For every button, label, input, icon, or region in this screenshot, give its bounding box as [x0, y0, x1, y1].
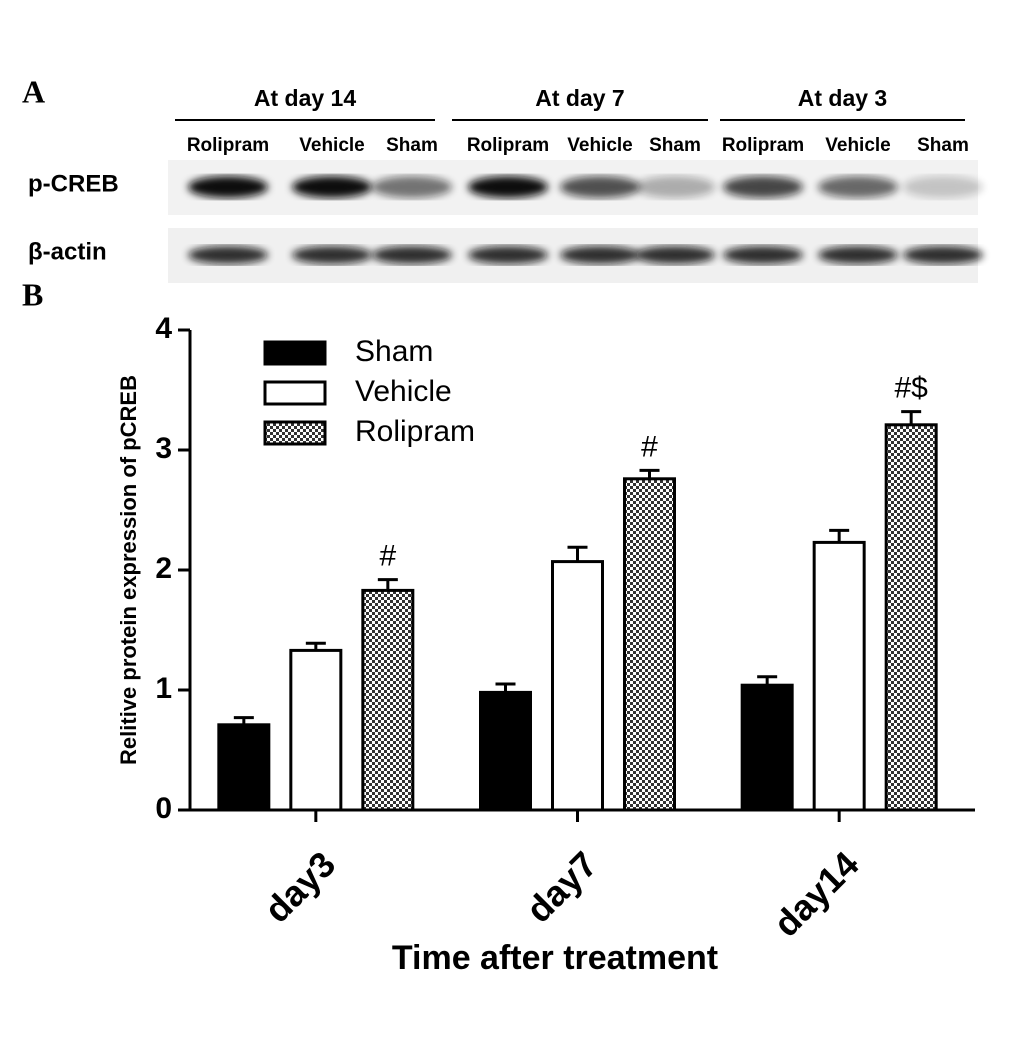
y-tick-label: 1: [155, 672, 172, 705]
band: [560, 176, 640, 198]
lane-label: Sham: [649, 135, 701, 156]
group-title: At day 14: [254, 85, 356, 111]
bar: [623, 477, 676, 812]
x-tick-label: day14: [765, 843, 866, 944]
error-bar: [305, 641, 326, 651]
group-title: At day 3: [798, 85, 887, 111]
lane-label: Vehicle: [825, 135, 891, 156]
bar: [217, 723, 271, 812]
legend-label: Sham: [355, 335, 433, 368]
band: [372, 246, 452, 264]
band: [903, 176, 983, 198]
band: [468, 176, 548, 198]
annotation: #$: [894, 372, 928, 405]
band: [818, 246, 898, 264]
band: [818, 176, 898, 198]
band: [292, 246, 372, 264]
band: [723, 246, 803, 264]
error-bar: [567, 545, 588, 562]
panel-label: B: [22, 276, 43, 312]
legend-label: Vehicle: [355, 375, 452, 408]
error-bar: [757, 675, 778, 686]
x-axis-title: Time after treatment: [392, 939, 718, 977]
band: [468, 246, 548, 264]
lane-label: Sham: [386, 135, 438, 156]
lane-label: Sham: [917, 135, 969, 156]
y-axis-title: Relitive protein expression of pCREB: [116, 375, 141, 765]
bar: [289, 648, 343, 812]
annotation: #: [641, 430, 658, 463]
error-bar: [377, 578, 398, 591]
legend-swatch: [263, 420, 327, 446]
band: [560, 246, 640, 264]
band: [372, 176, 452, 198]
lane-label: Rolipram: [467, 135, 549, 156]
error-bar: [233, 716, 254, 725]
error-bar: [901, 410, 922, 425]
lane-label: Rolipram: [187, 135, 269, 156]
band: [292, 176, 372, 198]
band: [188, 246, 268, 264]
row-label: p-CREB: [28, 170, 119, 197]
y-tick-label: 3: [155, 432, 172, 465]
panel-label: A: [22, 73, 45, 109]
legend-label: Rolipram: [355, 415, 475, 448]
bar: [740, 683, 794, 812]
lane-label: Vehicle: [299, 135, 365, 156]
band: [635, 246, 715, 264]
legend-swatch: [263, 340, 327, 366]
row-label: β-actin: [28, 238, 107, 265]
lane-label: Rolipram: [722, 135, 804, 156]
bar: [551, 560, 604, 812]
bar: [361, 588, 415, 812]
bar: [812, 540, 866, 812]
band: [635, 176, 715, 198]
annotation: #: [379, 540, 396, 573]
bar: [884, 423, 938, 812]
y-tick-label: 4: [155, 312, 172, 345]
bar: [479, 690, 532, 812]
group-title: At day 7: [535, 85, 624, 111]
error-bar: [639, 468, 660, 479]
x-tick-label: day3: [256, 843, 343, 930]
blot: [168, 160, 983, 283]
lane-label: Vehicle: [567, 135, 633, 156]
error-bar: [829, 528, 850, 543]
x-tick-label: day7: [518, 843, 605, 930]
y-tick-label: 2: [155, 552, 172, 585]
band: [188, 176, 268, 198]
legend-swatch: [263, 380, 327, 406]
band: [723, 176, 803, 198]
y-tick-label: 0: [155, 792, 172, 825]
band: [903, 246, 983, 264]
error-bar: [495, 682, 516, 693]
